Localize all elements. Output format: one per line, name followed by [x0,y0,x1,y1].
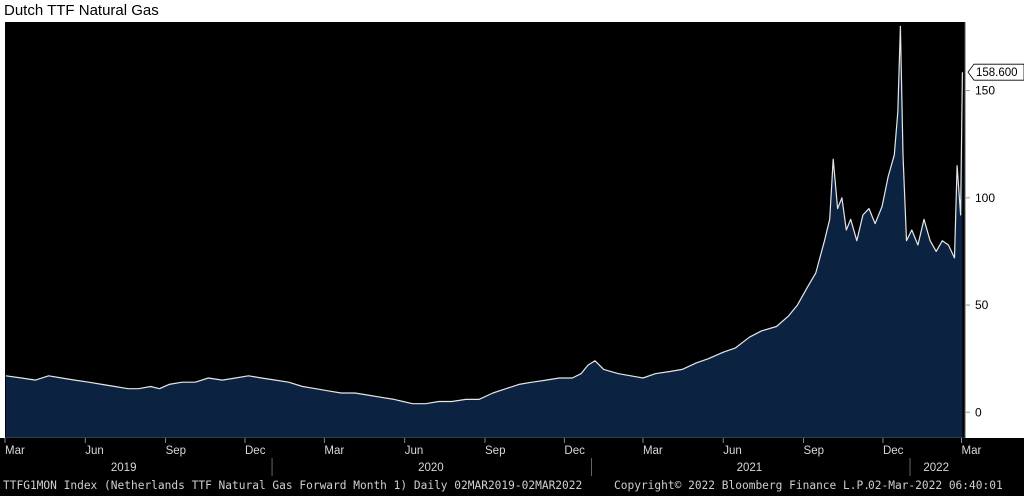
x-tick-label: Sep [804,445,824,457]
x-tick-label: Sep [485,445,505,457]
footer-description: TTFG1MON Index (Netherlands TTF Natural … [3,479,583,492]
series-line [5,25,963,405]
chart: Mar Jun Sep Dec Mar Jun Sep Dec Mar Jun Sep Dec Mar 2… [0,22,1024,476]
x-tick-label: Mar [324,445,344,457]
x-tick-label: Jun [723,445,742,457]
x-tick-label: Dec [564,445,585,457]
footer-bar: TTFG1MON Index (Netherlands TTF Natural … [0,476,1024,496]
x-tick-label: Jun [85,445,104,457]
x-tick-label: Dec [883,445,904,457]
footer-timestamp: 02-Mar-2022 06:40:01 [868,479,1003,492]
y-tick-label: 50 [975,298,989,312]
x-tick-label: Jun [405,445,424,457]
last-value-label-group: 158.600 [967,63,1024,81]
y-axis: 0 50 100 150 [964,22,995,438]
y-tick-label: 100 [975,191,995,205]
chart-title: Dutch TTF Natural Gas [4,2,159,19]
footer-copyright: Copyright© 2022 Bloomberg Finance L.P. [614,479,870,492]
x-axis: Mar Jun Sep Dec Mar Jun Sep Dec Mar Jun Sep Dec Mar 2… [0,437,1024,476]
x-year-label: 2021 [737,462,763,474]
x-year-label: 2022 [923,462,949,474]
last-value-label [967,63,1024,81]
series-area [5,26,963,439]
x-tick-label: Mar [5,445,25,457]
x-tick-label: Dec [245,445,266,457]
x-tick-label: Sep [166,445,186,457]
x-tick-label: Mar [962,445,982,457]
x-tick-label: Mar [643,445,663,457]
last-value-text: 158.600 [976,67,1018,79]
x-axis-band [0,438,1024,476]
y-tick-label: 0 [975,405,982,419]
x-year-label: 2020 [418,462,444,474]
y-tick-label: 150 [975,84,995,98]
x-year-label: 2019 [111,462,137,474]
area-layer [5,25,963,439]
